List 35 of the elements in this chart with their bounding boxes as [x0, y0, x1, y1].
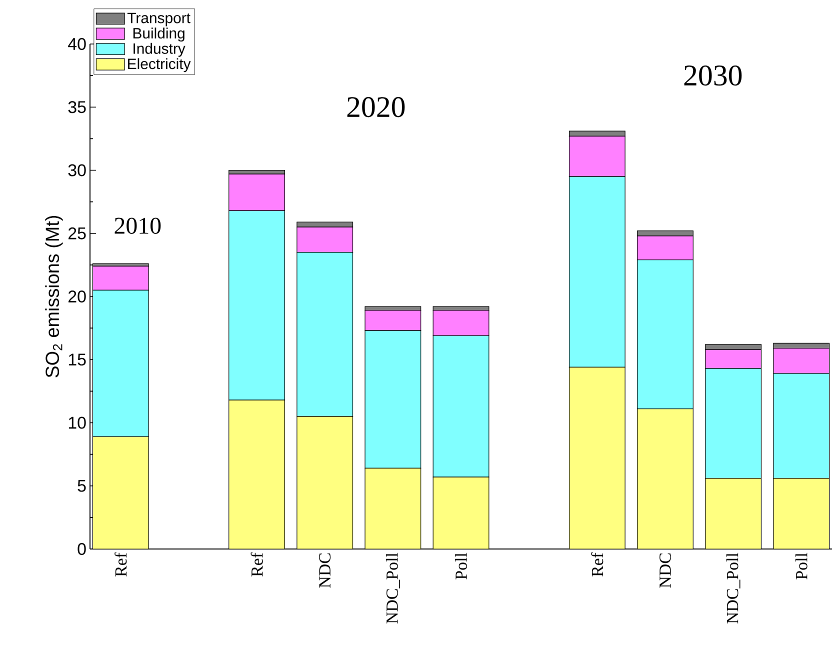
legend-label: Transport [127, 12, 190, 26]
bar [296, 416, 354, 549]
y-tick-label: 35 [68, 101, 86, 114]
annotation: 2020 [347, 97, 405, 118]
x-tick-label: Ref [114, 552, 127, 576]
y-axis-title: SO$_{2}$ emissions (Mt) [45, 216, 63, 378]
legend-label: Electricity [128, 58, 191, 72]
bar [773, 478, 830, 549]
bar [432, 476, 490, 549]
y-tick-label: 20 [68, 290, 86, 302]
annotation: 2010 [114, 218, 161, 234]
bar [364, 468, 422, 549]
x-tick-label: NDC_Poll [726, 552, 740, 624]
x-tick-label: NDC_Poll [386, 552, 400, 624]
x-tick-label: NDC [319, 553, 331, 588]
y-tick-label: 40 [68, 38, 86, 50]
x-tick-label: Ref [250, 552, 263, 576]
x-tick-label: Poll [455, 552, 467, 580]
y-tick-label: 5 [78, 480, 86, 492]
y-tick-label: 10 [68, 416, 86, 429]
legend-label: Industry [134, 42, 186, 57]
bar [705, 478, 762, 549]
legend-label: Building [133, 28, 184, 42]
x-tick-label: NDC [660, 553, 671, 588]
bar [92, 436, 149, 549]
y-tick-label: 15 [68, 354, 86, 366]
y-tick-label: 0 [78, 543, 86, 555]
bar [228, 400, 285, 549]
bar [568, 366, 626, 549]
y-tick-label: 30 [68, 164, 86, 176]
x-tick-label: Poll [795, 552, 808, 580]
x-tick-label: Ref [591, 552, 604, 576]
bar [637, 408, 694, 549]
y-tick-label: 25 [68, 227, 86, 240]
annotation: 2030 [684, 65, 742, 86]
